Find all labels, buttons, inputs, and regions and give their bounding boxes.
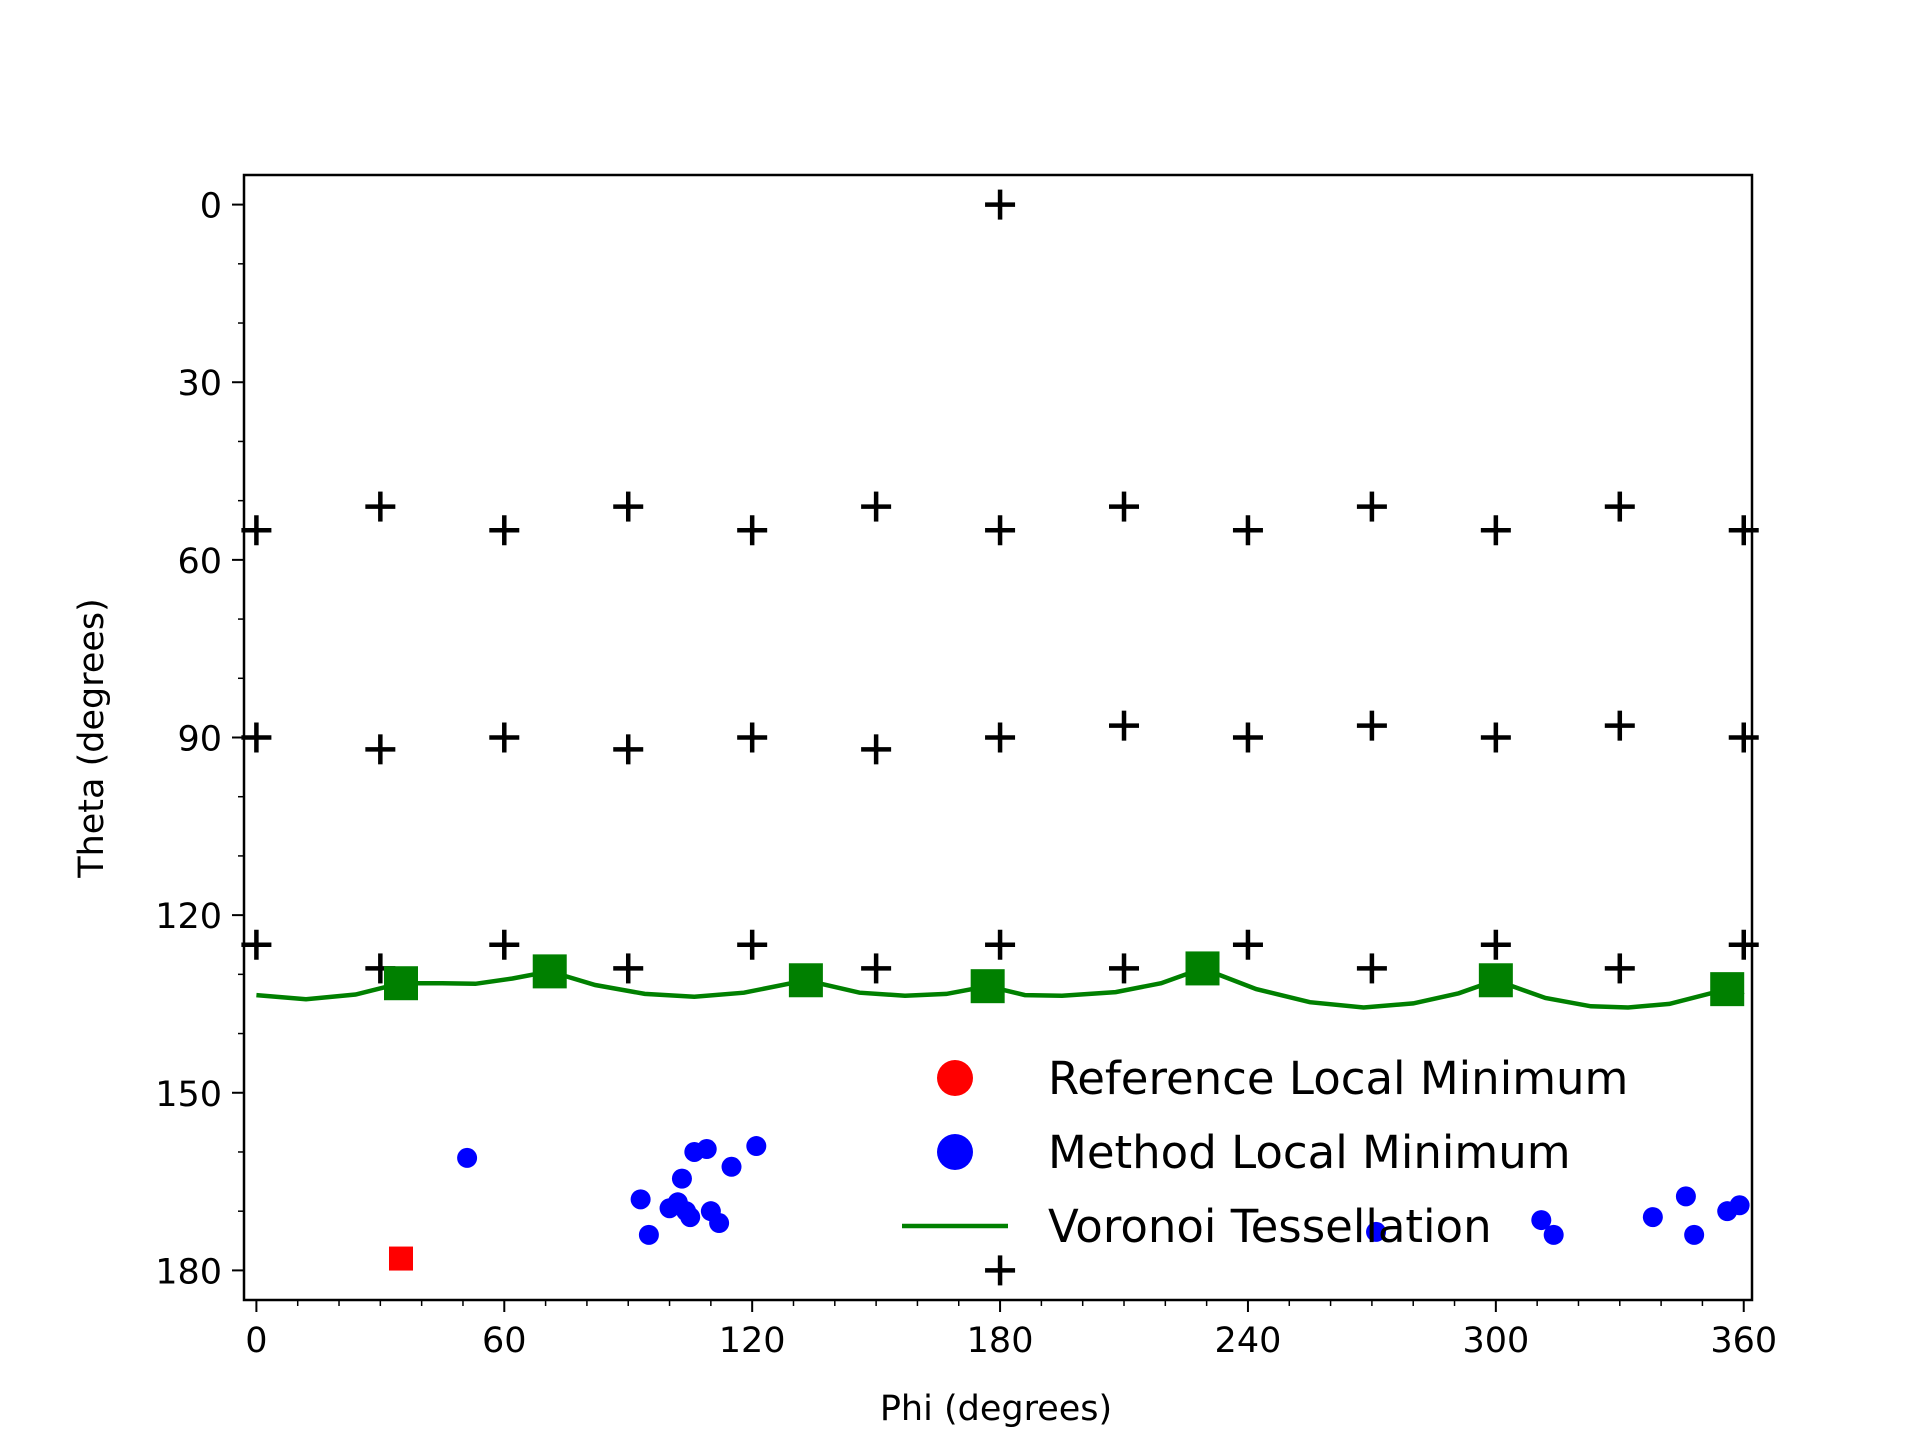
grid-point (365, 491, 396, 522)
voronoi-node (970, 969, 1005, 1004)
method-minimum-point (721, 1156, 742, 1177)
grid-point (489, 929, 520, 960)
grid-point (1356, 491, 1387, 522)
y-tick-label: 60 (177, 542, 222, 582)
grid-point (985, 189, 1016, 220)
method-minimum-point (1675, 1186, 1696, 1207)
x-tick-label: 300 (1462, 1321, 1529, 1361)
grid-point (1604, 491, 1635, 522)
grid-point (241, 929, 272, 960)
grid-point (1232, 929, 1263, 960)
grid-point (365, 734, 396, 765)
grid-point (613, 734, 644, 765)
grid-point (985, 929, 1016, 960)
grid-point (1480, 515, 1511, 546)
legend-entry: Reference Local Minimum (937, 1052, 1628, 1105)
grid-point (1728, 929, 1759, 960)
method-minimum-point (696, 1139, 717, 1160)
grid-point (1480, 929, 1511, 960)
voronoi-node (1710, 972, 1745, 1007)
x-tick-label: 0 (245, 1321, 267, 1361)
legend-entry: Method Local Minimum (937, 1126, 1571, 1179)
grid-point (1728, 515, 1759, 546)
grid-point (861, 491, 892, 522)
y-tick-label: 180 (155, 1252, 222, 1292)
x-tick-label: 180 (967, 1321, 1034, 1361)
grid-point (489, 515, 520, 546)
method-minimum-point (1366, 1221, 1387, 1242)
reference-minimum-point (388, 1246, 413, 1271)
grid-point (241, 515, 272, 546)
grid-point (737, 929, 768, 960)
method-minimum-point (1729, 1195, 1750, 1216)
y-tick-label: 120 (155, 897, 222, 937)
x-tick-label: 240 (1215, 1321, 1282, 1361)
y-tick-label: 30 (177, 364, 222, 404)
y-axis-label: Theta (degrees) (72, 598, 112, 879)
grid-point (489, 722, 520, 753)
voronoi-node (532, 954, 567, 989)
method-minimum-point (1642, 1207, 1663, 1228)
method-minimum-point (671, 1168, 692, 1189)
y-tick-label: 0 (200, 187, 222, 227)
grid-point (1604, 953, 1635, 984)
legend: Reference Local Minimum Method Local Mini… (902, 1052, 1628, 1253)
grid-point (241, 722, 272, 753)
method-minimum-point (1684, 1224, 1705, 1245)
grid-point (1604, 710, 1635, 741)
y-tick-label: 90 (177, 720, 222, 760)
grid-point (737, 722, 768, 753)
grid-point (1109, 710, 1140, 741)
grid-point (1109, 491, 1140, 522)
axes-layer: 0 60 120 180 240 300 360 0 30 60 90 120 150 180 (155, 173, 1777, 1361)
legend-label: Voronoi Tessellation (1048, 1200, 1492, 1253)
grid-point (1728, 722, 1759, 753)
grid-point (1232, 515, 1263, 546)
x-tick-label: 120 (719, 1321, 786, 1361)
legend-label: Method Local Minimum (1048, 1126, 1571, 1179)
legend-marker (937, 1060, 973, 1096)
grid-point (1356, 953, 1387, 984)
voronoi-node (383, 966, 418, 1001)
grid-point (985, 515, 1016, 546)
voronoi-node (1185, 951, 1220, 986)
grid-point (1232, 722, 1263, 753)
y-tick-label: 150 (155, 1075, 222, 1115)
method-minimum-point (1543, 1224, 1564, 1245)
grid-point (861, 734, 892, 765)
grid-point (613, 953, 644, 984)
method-minimum-point (638, 1224, 659, 1245)
grid-point (861, 953, 892, 984)
legend-label: Reference Local Minimum (1048, 1052, 1628, 1105)
data-layer (241, 189, 1759, 1286)
method-minimum-point (630, 1189, 651, 1210)
grid-point (1480, 722, 1511, 753)
grid-point (613, 491, 644, 522)
voronoi-node (788, 963, 823, 998)
method-minimum-point (680, 1207, 701, 1228)
grid-point (985, 1255, 1016, 1286)
method-minimum-point (746, 1136, 767, 1157)
grid-point (737, 515, 768, 546)
method-minimum-point (709, 1213, 730, 1234)
voronoi-node (1478, 963, 1513, 998)
x-tick-label: 360 (1710, 1321, 1777, 1361)
voronoi-curve (256, 965, 1745, 1010)
method-minimum-point (1531, 1210, 1552, 1231)
x-tick-label: 60 (482, 1321, 527, 1361)
grid-point (1356, 710, 1387, 741)
legend-entry: Voronoi Tessellation (902, 1200, 1492, 1253)
method-minimum-point (457, 1147, 478, 1168)
legend-marker (937, 1134, 973, 1170)
grid-point (985, 722, 1016, 753)
grid-point (1109, 953, 1140, 984)
x-axis-label: Phi (degrees) (880, 1389, 1112, 1429)
